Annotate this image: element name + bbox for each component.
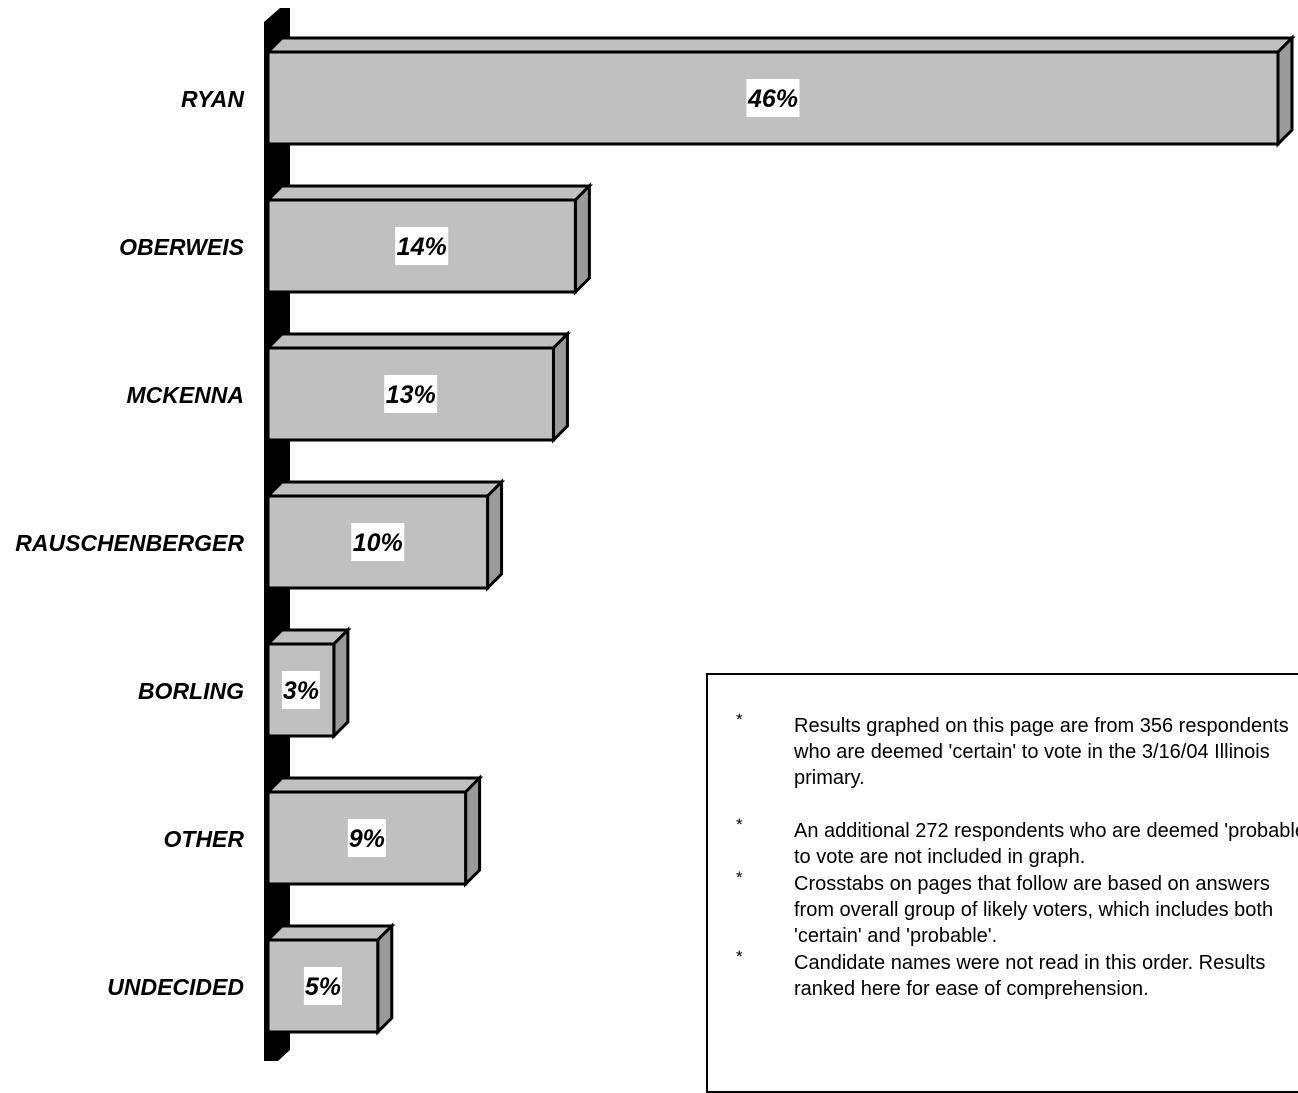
value-label-bg [347, 819, 386, 857]
bar-side-face [486, 478, 504, 592]
value-label: 13% [386, 381, 436, 409]
bar-group: OTHER 9% [164, 774, 484, 888]
category-label: RYAN [181, 86, 244, 112]
bar-top-face [264, 480, 506, 498]
bar-top-face [264, 776, 484, 794]
bar [266, 938, 380, 1034]
bullet-marker: * [736, 947, 743, 966]
bar-group: UNDECIDED 5% [107, 922, 396, 1036]
bar-top-face [264, 36, 1296, 54]
category-label: OBERWEIS [119, 234, 244, 260]
value-label: 3% [283, 677, 319, 705]
bar-side-face [332, 626, 350, 740]
bar-group: MCKENNA 13% [126, 330, 572, 444]
value-label: 46% [747, 85, 798, 113]
notes-box: * Results graphed on this page are from … [706, 673, 1298, 1093]
note-text: Crosstabs on pages that follow are based… [794, 873, 1274, 947]
value-label: 14% [397, 233, 447, 261]
category-label: RAUSCHENBERGER [15, 530, 244, 556]
bullet-marker: * [736, 710, 743, 729]
bullet-marker: * [736, 868, 743, 887]
value-label-bg [746, 79, 800, 117]
bar-group: RYAN 46% [181, 34, 1296, 148]
value-label: 5% [305, 973, 341, 1001]
note-text: Candidate names were not read in this or… [794, 952, 1266, 1000]
category-label: UNDECIDED [107, 974, 244, 1000]
category-label: BORLING [138, 678, 244, 704]
bar-side-face [376, 922, 394, 1036]
bar-group: RAUSCHENBERGER 10% [15, 478, 506, 592]
bar-group: BORLING 3% [138, 626, 352, 740]
value-label-bg [281, 671, 320, 709]
value-label-bg [303, 967, 342, 1005]
bar-top-face [264, 184, 594, 202]
note-text: An additional 272 respondents who are de… [794, 820, 1298, 868]
bar-group: OBERWEIS 14% [119, 182, 594, 296]
value-label: 9% [349, 825, 385, 853]
value-label-bg [384, 375, 438, 413]
value-label-bg [351, 523, 405, 561]
note-text: Results graphed on this page are from 35… [794, 715, 1289, 789]
category-label: OTHER [164, 826, 245, 852]
bullet-marker: * [736, 815, 743, 834]
bar-top-face [264, 924, 396, 942]
bar-side-face [573, 182, 591, 296]
category-label: MCKENNA [126, 382, 244, 408]
value-label: 10% [353, 529, 403, 557]
bar-side-face [551, 330, 569, 444]
bar-chart: RYAN 46% OBERWEIS 14% MCKENNA 13% RAUSCHENBERG… [15, 8, 1296, 1061]
bar [266, 790, 468, 886]
bar-side-face [464, 774, 482, 888]
bar-side-face [1276, 34, 1294, 148]
value-label-bg [395, 227, 449, 265]
bar-top-face [264, 332, 572, 350]
